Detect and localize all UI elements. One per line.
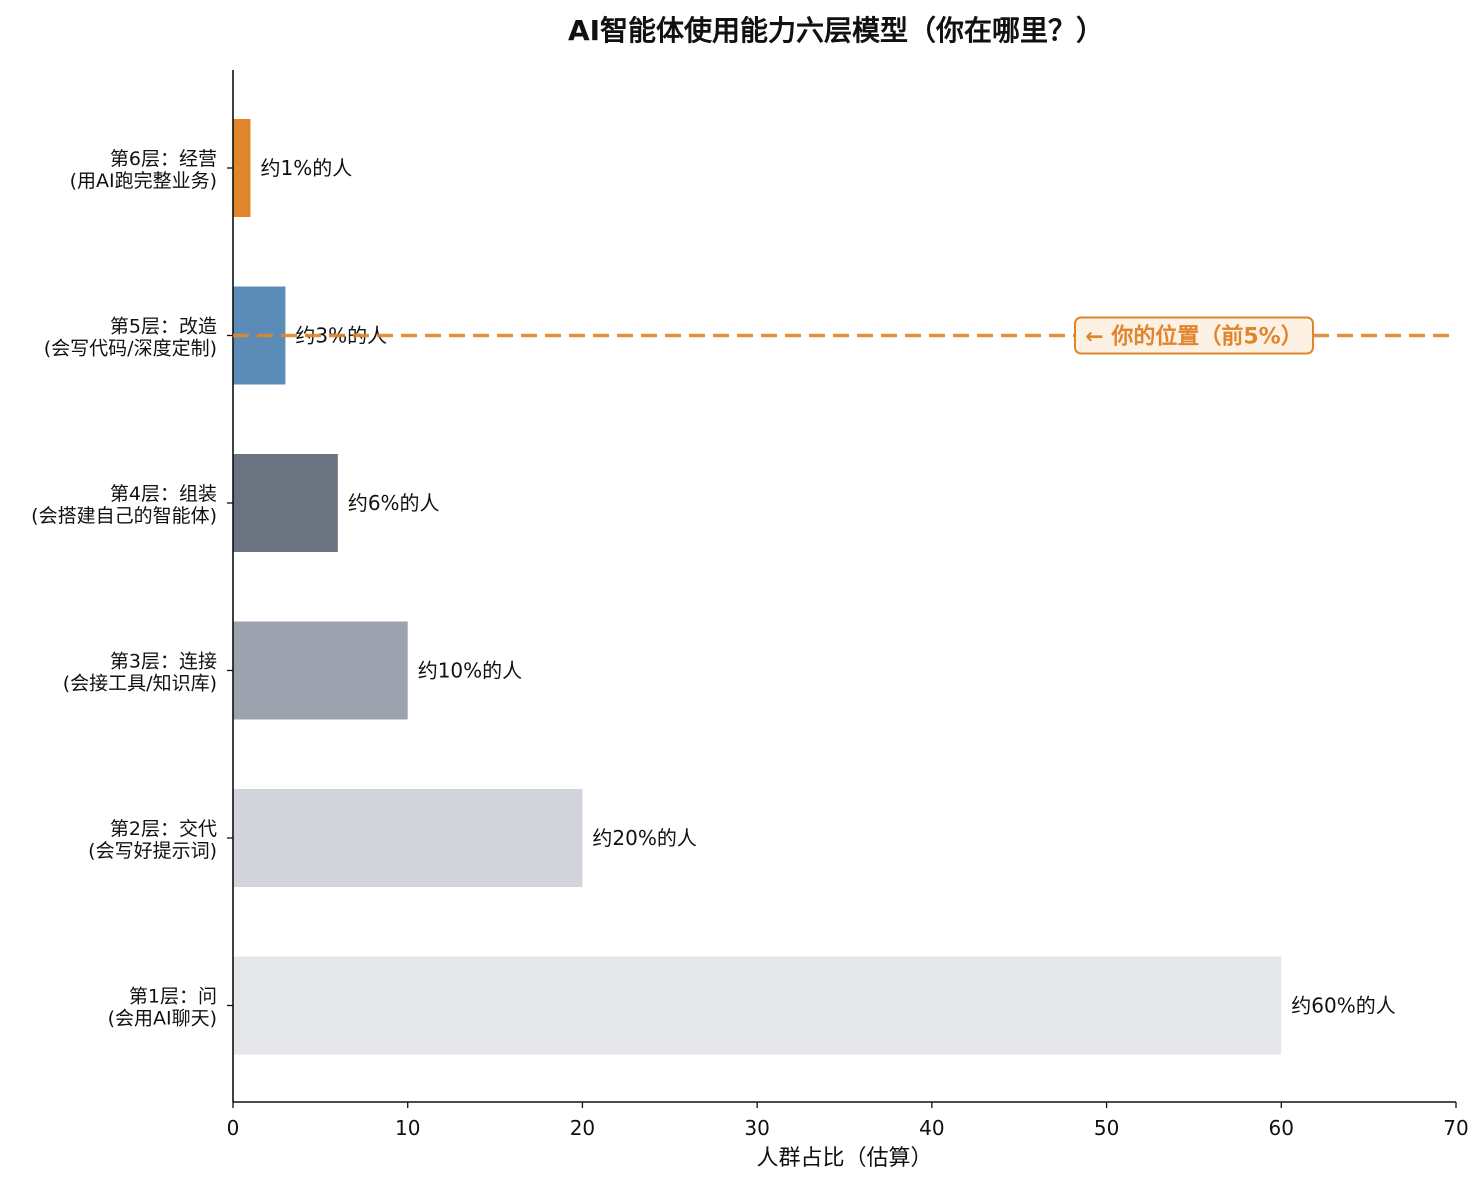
data-label: 约1%的人 [260, 156, 352, 180]
y-tick-label: (会写代码/深度定制) [44, 338, 217, 360]
y-tick-label: 第3层：连接 [110, 651, 217, 673]
chart-title: AI智能体使用能力六层模型（你在哪里？） [568, 14, 1104, 47]
x-tick-label: 0 [227, 1116, 240, 1140]
y-tick-label: (会搭建自己的智能体) [31, 505, 217, 527]
data-label: 约20%的人 [592, 826, 696, 850]
x-tick-label: 10 [395, 1116, 420, 1140]
y-tick-label: 第5层：改造 [110, 316, 217, 338]
x-tick-label: 30 [744, 1116, 769, 1140]
y-tick-label: 第1层：问 [129, 986, 217, 1008]
y-tick-label: (用AI跑完整业务) [70, 170, 217, 192]
x-tick-label: 40 [919, 1116, 944, 1140]
data-label: 约60%的人 [1291, 994, 1395, 1018]
bar [233, 956, 1282, 1055]
x-tick-label: 20 [570, 1116, 595, 1140]
y-tick-label: (会用AI聊天) [108, 1008, 217, 1030]
bar [233, 621, 408, 720]
x-tick-label: 50 [1094, 1116, 1119, 1140]
y-tick-label: 第2层：交代 [110, 818, 217, 840]
x-tick-label: 70 [1443, 1116, 1468, 1140]
bar [233, 789, 583, 887]
bar [233, 119, 251, 217]
y-tick-label: 第4层：组装 [110, 483, 217, 505]
annotation-label: ← 你的位置（前5%） [1085, 324, 1302, 350]
bar [233, 454, 338, 552]
data-label: 约6%的人 [348, 491, 440, 515]
x-tick-label: 60 [1269, 1116, 1294, 1140]
data-label: 约10%的人 [418, 659, 522, 683]
annotation-box [1074, 316, 1314, 355]
x-axis-label: 人群占比（估算） [756, 1146, 932, 1171]
y-tick-label: 第6层：经营 [110, 148, 217, 170]
y-tick-label: (会写好提示词) [88, 840, 217, 862]
y-tick-label: (会接工具/知识库) [63, 673, 217, 695]
